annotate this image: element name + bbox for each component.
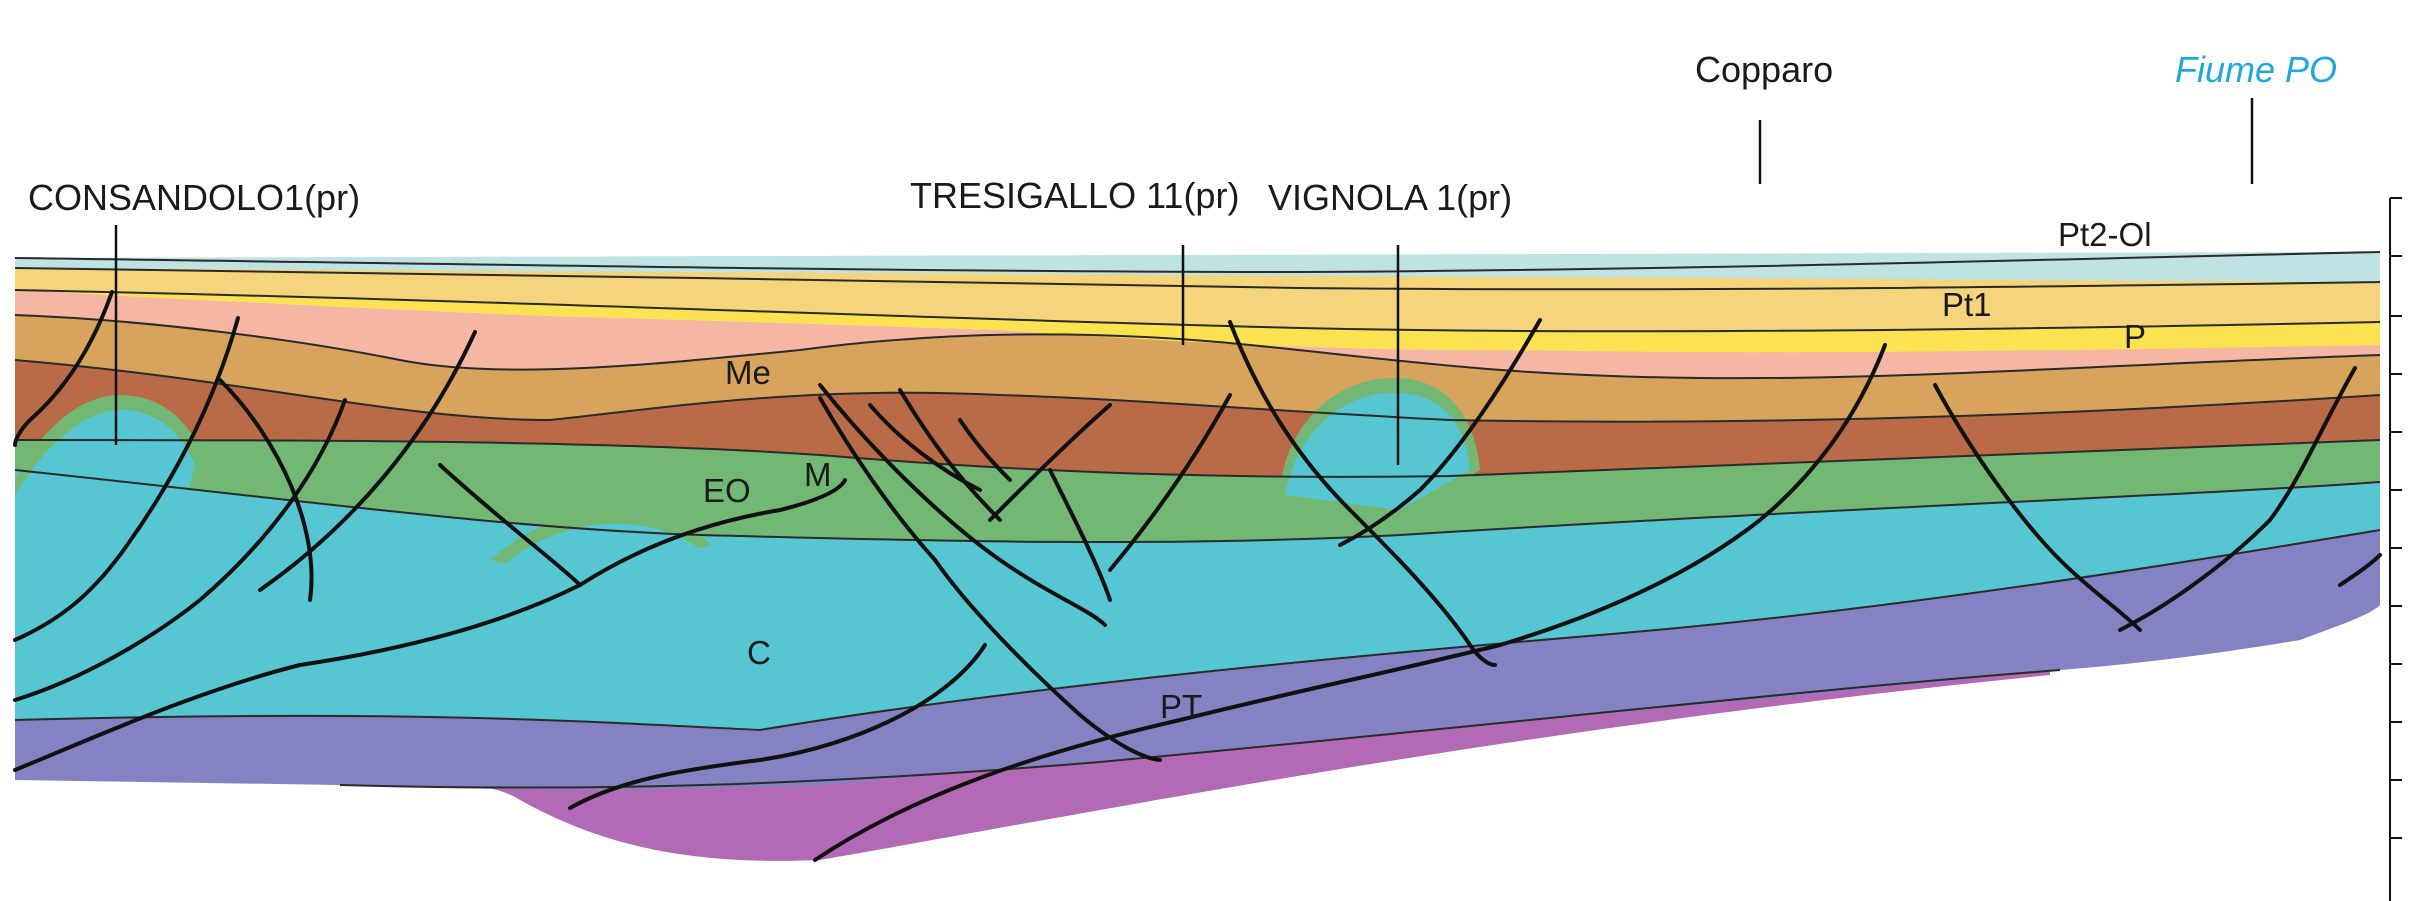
unit-label-pt1: Pt1 xyxy=(1942,286,1992,323)
layer-p-band xyxy=(1400,322,2380,353)
fault-8 xyxy=(578,478,847,587)
depth-scale xyxy=(2389,197,2402,901)
fault-1 xyxy=(13,290,114,447)
locality-label-fiume-po: Fiume PO xyxy=(2175,49,2337,90)
fault-4 xyxy=(13,398,347,702)
unit-label-c: C xyxy=(747,634,771,671)
well-label-tresigallo: TRESIGALLO 11(pr) xyxy=(910,175,1239,216)
core-central-c xyxy=(500,523,700,590)
unit-label-m: M xyxy=(804,456,832,493)
well-label-vignola: VIGNOLA 1(pr) xyxy=(1268,177,1512,218)
wells xyxy=(114,98,2254,465)
layer-pt xyxy=(15,530,2380,790)
fault-13 xyxy=(898,388,1002,522)
fault-22 xyxy=(2118,366,2357,632)
layer-pt1-band xyxy=(15,268,2380,332)
fault-6 xyxy=(438,463,582,587)
fault-20 xyxy=(813,343,1887,862)
layer-pt2-ol-band xyxy=(15,252,2380,282)
unit-label-eo: EO xyxy=(703,472,751,509)
boundary-c-pt xyxy=(14,529,2381,732)
boundary-m-eo xyxy=(14,359,2381,423)
faults xyxy=(13,290,2382,862)
fault-15 xyxy=(988,403,1112,522)
boundaries xyxy=(14,251,2381,789)
boundary-p-me xyxy=(14,289,2381,333)
top-labels: CONSANDOLO1(pr) TRESIGALLO 11(pr) VIGNOL… xyxy=(28,49,2337,218)
fault-21 xyxy=(1933,383,2142,632)
fault-5 xyxy=(258,330,477,592)
fault-2 xyxy=(13,316,240,642)
unit-labels: Pt2-Ol Pt1 P Me M EO C PT xyxy=(703,216,2152,725)
unit-label-me: Me xyxy=(725,354,771,391)
unit-label-pt2-ol: Pt2-Ol xyxy=(2058,216,2152,253)
fault-10 xyxy=(568,643,987,810)
locality-label-copparo: Copparo xyxy=(1695,49,1833,90)
fault-14 xyxy=(958,418,1012,482)
boundary-top xyxy=(14,251,2381,274)
boundary-green-c xyxy=(14,469,2381,544)
core-consandolo-c xyxy=(15,410,195,560)
layers xyxy=(15,252,2380,861)
boundary-pt1-p xyxy=(14,267,2381,291)
boundary-eo-green xyxy=(14,439,2381,478)
fault-18 xyxy=(1228,320,1497,667)
fault-17 xyxy=(1108,393,1232,572)
boundary-pt-basement xyxy=(339,669,2061,789)
fault-7 xyxy=(13,583,582,772)
fault-19 xyxy=(1338,318,1542,547)
fault-23 xyxy=(2338,553,2382,587)
fault-16 xyxy=(1048,468,1112,602)
layer-eo xyxy=(15,360,2380,477)
core-vignola-c xyxy=(1285,392,1470,510)
fault-11 xyxy=(818,383,1107,627)
unit-label-p: P xyxy=(2124,318,2146,355)
layer-me xyxy=(15,290,2380,379)
well-label-consandolo: CONSANDOLO1(pr) xyxy=(28,177,360,218)
layer-m xyxy=(15,315,2380,422)
unit-label-pt: PT xyxy=(1160,688,1202,725)
fault-3 xyxy=(218,378,314,602)
